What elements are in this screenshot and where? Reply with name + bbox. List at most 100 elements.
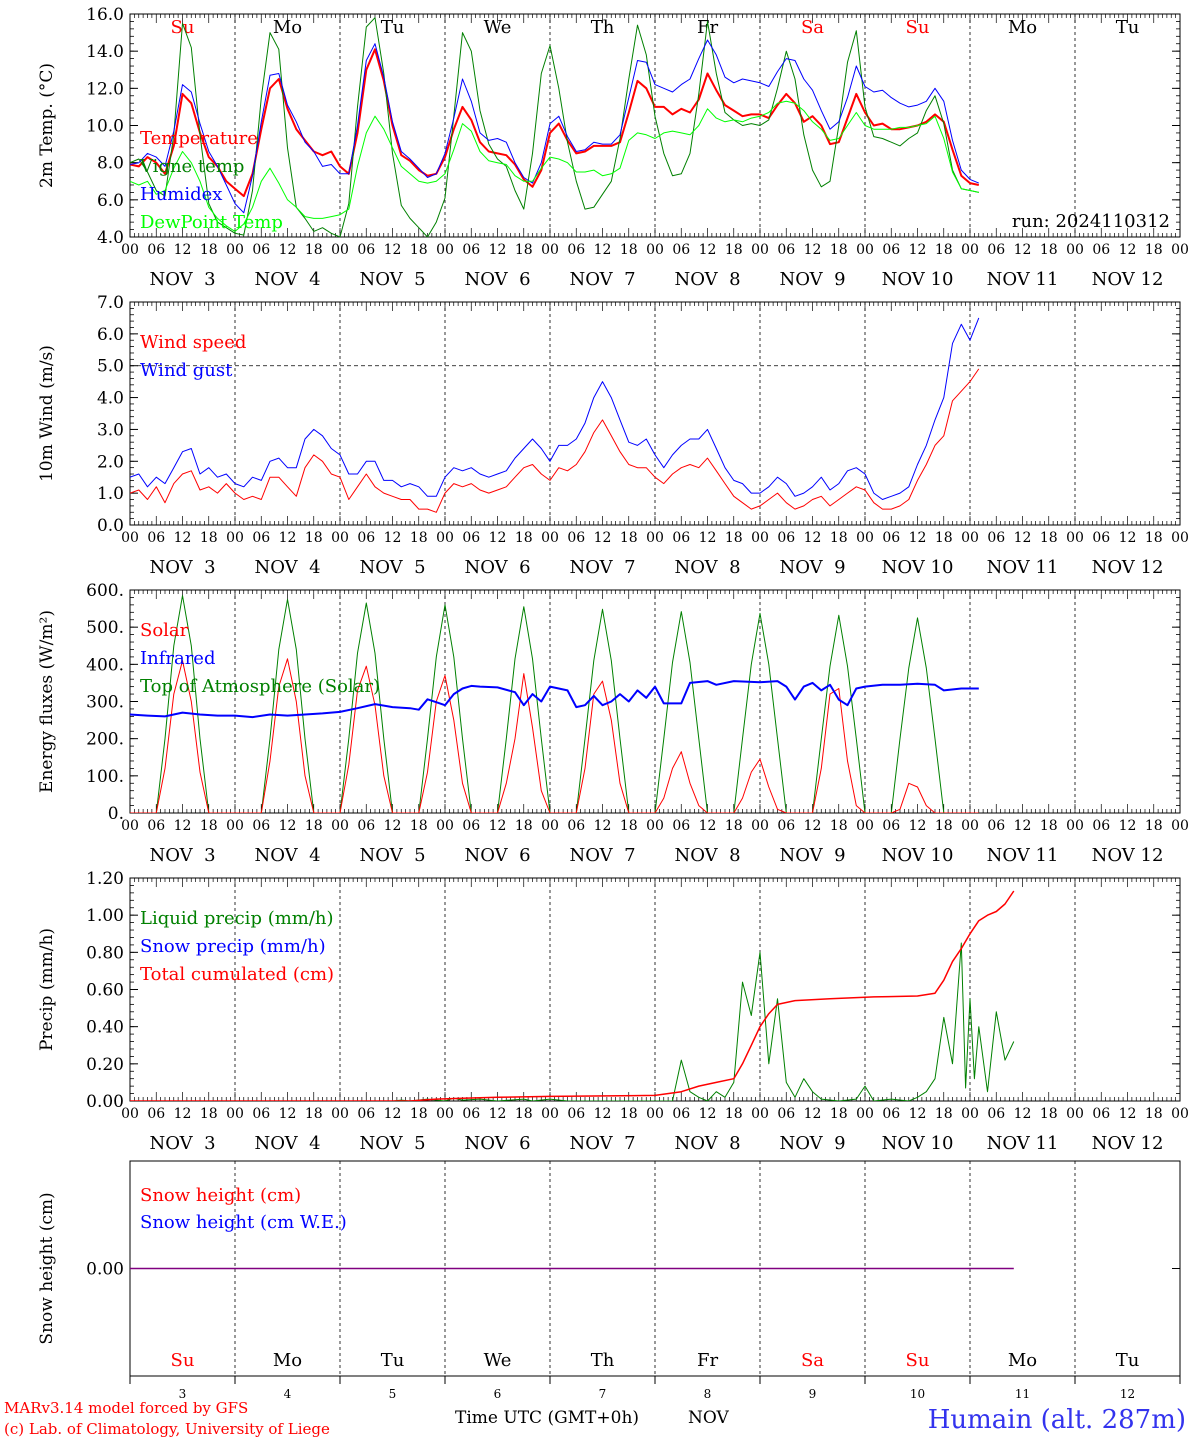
x-hour-label: 12 (384, 530, 402, 546)
y-axis-title: Snow height (cm) (37, 1192, 57, 1344)
x-hour-label: 00 (646, 242, 664, 258)
y-tick-label: 0.60 (86, 981, 124, 1001)
x-date-label: NOV 3 (149, 269, 215, 290)
weekday-label: Fr (697, 1350, 718, 1371)
x-hour-label: 12 (804, 818, 822, 834)
series-humidex (130, 39, 979, 214)
x-date-label: NOV 10 (882, 269, 954, 290)
legend-entry: Wind speed (140, 332, 246, 353)
x-hour-label: 18 (725, 1106, 743, 1122)
x-hour-label: 06 (567, 818, 585, 834)
x-date-label: NOV 4 (254, 845, 320, 866)
x-date-label: NOV 8 (674, 557, 740, 578)
y-axis-title: Energy fluxes (W/m²) (37, 610, 57, 793)
x-hour-label: 06 (252, 530, 270, 546)
x-hour-label: 18 (1145, 1106, 1163, 1122)
x-date-label: NOV 4 (254, 269, 320, 290)
x-hour-label: 06 (882, 818, 900, 834)
x-hour-label: 18 (1145, 818, 1163, 834)
x-hour-label: 12 (909, 242, 927, 258)
x-hour-label: 18 (515, 530, 533, 546)
x-hour-label: 00 (331, 1106, 349, 1122)
x-hour-label: 06 (147, 818, 165, 834)
y-tick-label: 1.00 (86, 906, 124, 926)
x-date-label: NOV 12 (1092, 845, 1164, 866)
x-hour-label: 00 (436, 1106, 454, 1122)
x-hour-label: 12 (699, 242, 717, 258)
x-date-label: NOV 5 (359, 557, 425, 578)
x-hour-label: 12 (1014, 242, 1032, 258)
x-hour-label: 12 (1119, 818, 1137, 834)
x-date-label: NOV 10 (882, 845, 954, 866)
x-hour-label: 18 (305, 818, 323, 834)
x-hour-label: 18 (305, 530, 323, 546)
y-tick-label: 0.20 (86, 1055, 124, 1075)
series-wind-gust (130, 317, 980, 500)
weekday-label: Tu (381, 1350, 405, 1371)
x-hour-label: 06 (252, 1106, 270, 1122)
x-hour-label: 18 (200, 530, 218, 546)
x-hour-label: 18 (620, 242, 638, 258)
x-hour-label: 06 (882, 1106, 900, 1122)
y-axis-title: Precip (mm/h) (37, 928, 57, 1051)
x-hour-label: 06 (987, 1106, 1005, 1122)
x-hour-label: 00 (646, 818, 664, 834)
weekday-label: We (484, 1350, 512, 1371)
x-hour-label: 00 (751, 818, 769, 834)
x-hour-label: 12 (1014, 818, 1032, 834)
x-hour-label: 18 (1145, 242, 1163, 258)
bottom-day-number: 12 (1120, 1387, 1135, 1401)
panel-snow: 0.00 3 4 5 6 7 8 9 10 11 12 Su Mo Tu We Th Fr Sa Su Mo Tu Sno… (37, 1160, 1181, 1401)
x-date-label: NOV 11 (987, 269, 1059, 290)
x-hour-label: 00 (856, 530, 874, 546)
weekday-label: Mo (1008, 17, 1037, 38)
x-hour-label: 06 (567, 1106, 585, 1122)
y-tick-label: 200. (86, 730, 124, 750)
x-date-label: NOV 3 (149, 1133, 215, 1154)
x-hour-label: 06 (462, 242, 480, 258)
x-hour-label: 18 (725, 242, 743, 258)
x-hour-label: 00 (541, 818, 559, 834)
x-date-label: NOV 10 (882, 557, 954, 578)
weekday-label: Mo (1008, 1350, 1037, 1371)
weekday-label: Tu (1116, 17, 1140, 38)
x-hour-label: 18 (830, 530, 848, 546)
x-hour-label: 12 (489, 530, 507, 546)
x-hour-label: 06 (672, 1106, 690, 1122)
y-tick-label: 0.0 (97, 516, 124, 536)
x-hour-label: 12 (594, 530, 612, 546)
y-tick-label: 600. (86, 581, 124, 601)
legend-entry: Snow precip (mm/h) (140, 936, 326, 957)
x-hour-label: 12 (909, 818, 927, 834)
x-hour-label: 00 (856, 818, 874, 834)
x-hour-label: 00 (541, 242, 559, 258)
x-hour-label: 00 (856, 1106, 874, 1122)
bottom-day-number: 7 (599, 1387, 607, 1401)
x-hour-label: 18 (725, 818, 743, 834)
y-axis-title: 10m Wind (m/s) (37, 345, 57, 482)
x-hour-label: 18 (410, 1106, 428, 1122)
x-hour-label: 06 (777, 242, 795, 258)
run-label: run: 2024110312 (1012, 211, 1170, 232)
x-hour-label: 00 (436, 530, 454, 546)
x-date-label: NOV 3 (149, 845, 215, 866)
x-hour-label: 00 (646, 530, 664, 546)
x-hour-label: 00 (1171, 530, 1189, 546)
bottom-day-number: 8 (704, 1387, 712, 1401)
bottom-day-number: 9 (809, 1387, 817, 1401)
weekday-label: Mo (273, 17, 302, 38)
y-tick-label: 500. (86, 618, 124, 638)
panel-wind: 0.0 1.0 2.0 3.0 4.0 5.0 6.0 7.0 00 06 12 18 00 06 12 18… (37, 293, 1189, 578)
x-hour-label: 12 (279, 530, 297, 546)
x-date-label: NOV 5 (359, 269, 425, 290)
legend-entry: Liquid precip (mm/h) (140, 908, 334, 929)
weekday-label: Sa (801, 1350, 824, 1371)
x-hour-label: 06 (147, 242, 165, 258)
x-hour-label: 00 (1066, 818, 1084, 834)
x-hour-label: 06 (1092, 242, 1110, 258)
bottom-day-number: 5 (389, 1387, 397, 1401)
x-date-label: NOV 7 (569, 557, 635, 578)
y-tick-label: 6.0 (97, 191, 124, 211)
x-hour-label: 06 (672, 242, 690, 258)
